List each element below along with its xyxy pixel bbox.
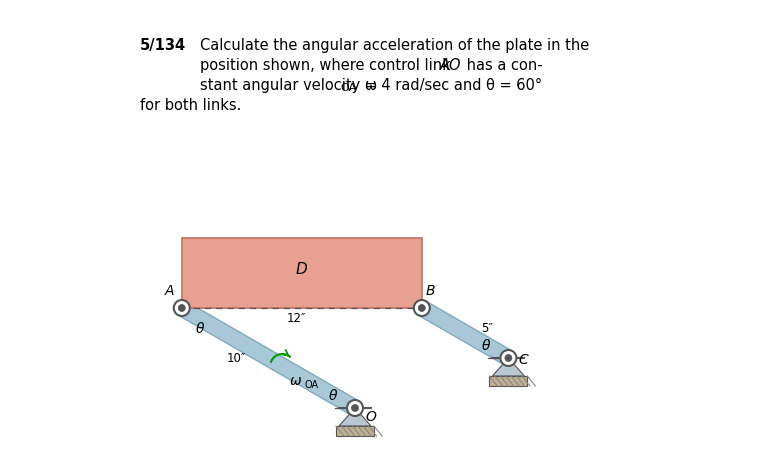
Text: OA: OA (304, 380, 318, 390)
Bar (490, 376, 528, 386)
Text: OA: OA (340, 83, 356, 93)
Text: has a con-: has a con- (462, 58, 543, 73)
Circle shape (178, 304, 185, 312)
Text: O: O (365, 410, 376, 424)
Text: 12″: 12″ (287, 312, 306, 325)
Text: 10″: 10″ (227, 352, 246, 364)
Text: θ: θ (482, 339, 490, 353)
Text: ω: ω (290, 374, 302, 388)
Circle shape (500, 350, 516, 366)
Text: θ: θ (196, 322, 205, 336)
Polygon shape (178, 301, 359, 415)
Text: stant angular velocity ω: stant angular velocity ω (200, 78, 377, 93)
Text: AO: AO (440, 58, 462, 73)
Circle shape (347, 400, 363, 416)
Circle shape (174, 300, 190, 316)
Text: A: A (164, 284, 174, 298)
Bar (336, 426, 374, 436)
Text: = 4 rad/sec and θ = 60°: = 4 rad/sec and θ = 60° (360, 78, 542, 93)
Text: C: C (518, 353, 528, 367)
Circle shape (505, 354, 512, 361)
Text: Calculate the angular acceleration of the plate in the: Calculate the angular acceleration of th… (200, 38, 589, 53)
Text: B: B (426, 284, 435, 298)
Circle shape (414, 300, 430, 316)
Circle shape (418, 304, 425, 312)
Polygon shape (418, 301, 512, 365)
Text: D: D (296, 262, 308, 277)
Text: θ: θ (328, 389, 337, 403)
Circle shape (352, 405, 359, 411)
Bar (182, 238, 421, 308)
Polygon shape (339, 408, 371, 426)
Text: 5″: 5″ (481, 322, 493, 334)
Text: for both links.: for both links. (140, 98, 241, 113)
Polygon shape (493, 358, 525, 376)
Text: 5/134: 5/134 (140, 38, 186, 53)
Text: position shown, where control link: position shown, where control link (200, 58, 456, 73)
